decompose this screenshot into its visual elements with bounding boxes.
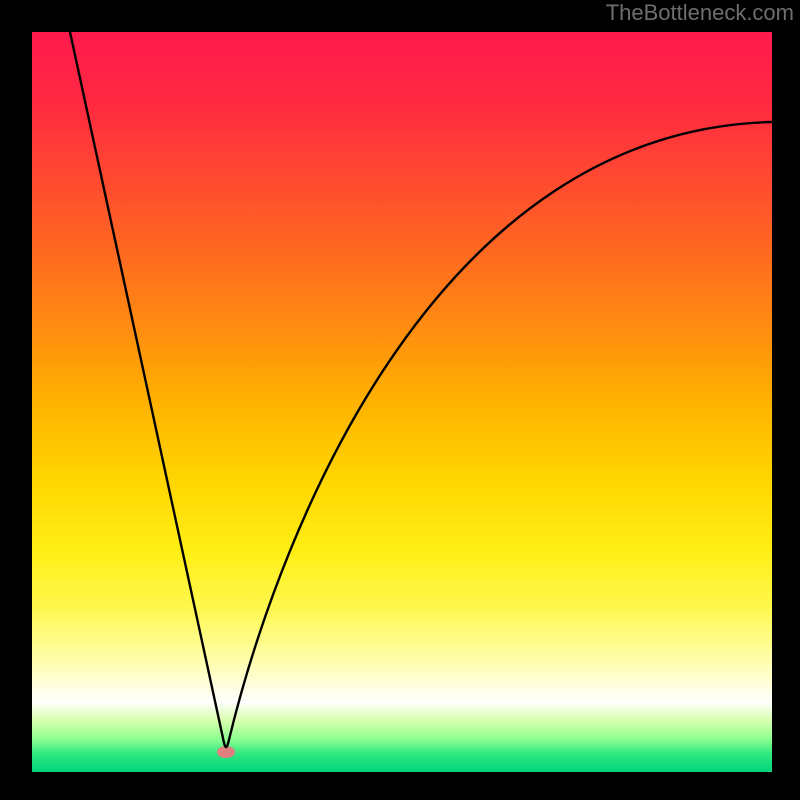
watermark-text: TheBottleneck.com	[606, 0, 794, 26]
bottleneck-curve	[70, 32, 772, 747]
chart-frame: TheBottleneck.com	[0, 0, 800, 800]
curve-layer	[32, 32, 772, 772]
plot-area	[32, 32, 772, 772]
